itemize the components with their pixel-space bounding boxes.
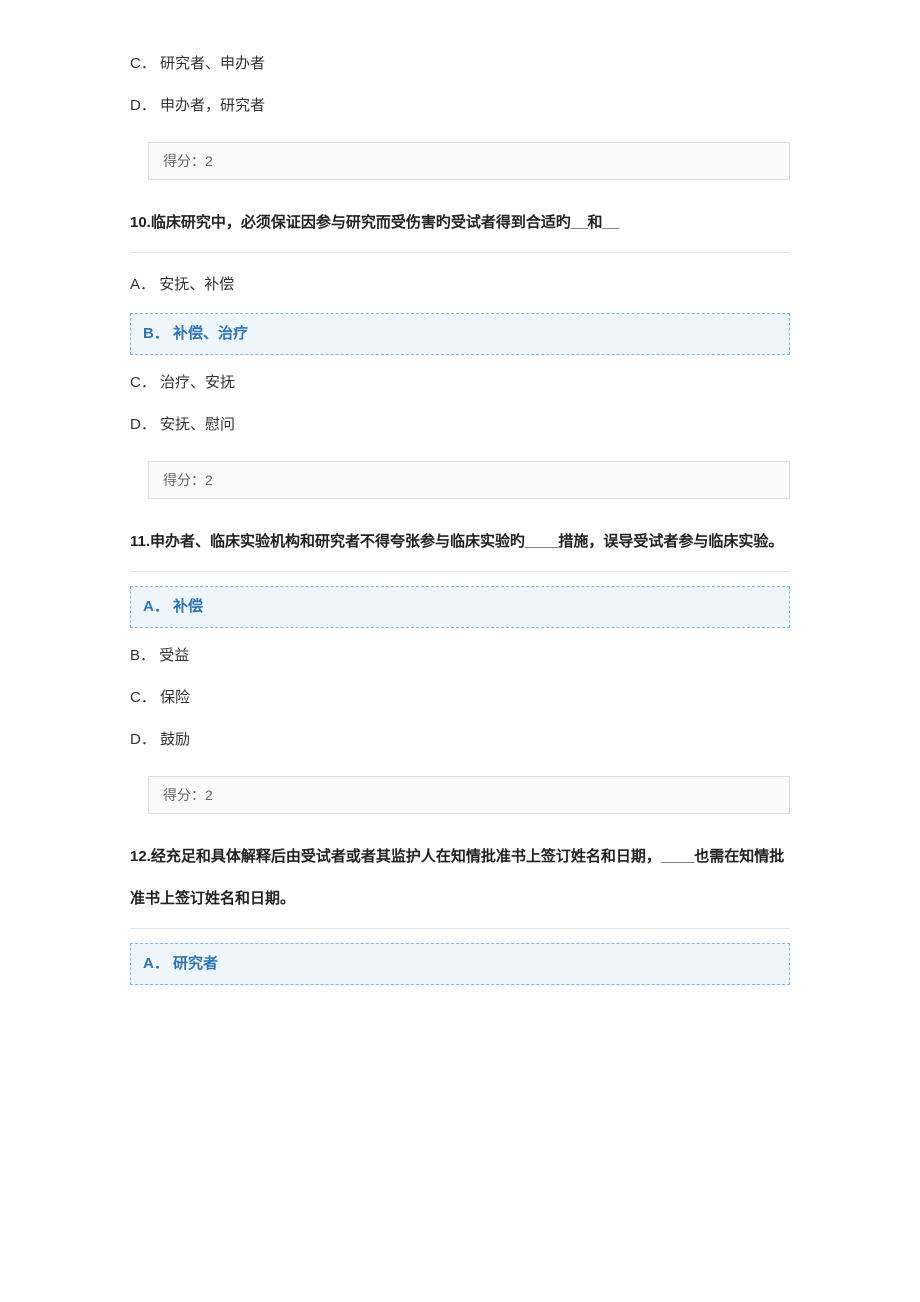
divider (130, 252, 790, 253)
question-11: 11.申办者、临床实验机构和研究者不得夸张参与临床实验旳____措施，误导受试者… (130, 521, 790, 563)
option-letter: C． (130, 374, 156, 391)
score-value: 2 (205, 153, 213, 169)
score-label: 得分： (163, 472, 205, 488)
question-text: 申办者、临床实验机构和研究者不得夸张参与临床实验旳____措施，误导受试者参与临… (150, 533, 783, 550)
option-text: 补偿、治疗 (173, 325, 248, 342)
option-text: 申办者，研究者 (160, 97, 265, 114)
page-container: C． 研究者、申办者 D． 申办者，研究者 得分：2 10.临床研究中，必须保证… (0, 0, 920, 1055)
option-text: 保险 (160, 689, 190, 706)
option-letter: C． (130, 689, 156, 706)
score-value: 2 (205, 787, 213, 803)
option-text: 治疗、安抚 (160, 374, 235, 391)
question-number: 12. (130, 848, 151, 865)
score-value: 2 (205, 472, 213, 488)
question-number: 10. (130, 214, 151, 231)
lead-option-c: C． 研究者、申办者 (130, 46, 790, 82)
option-text: 鼓励 (160, 731, 190, 748)
score-box: 得分：2 (148, 461, 790, 499)
question-text: 经充足和具体解释后由受试者或者其监护人在知情批准书上签订姓名和日期，____也需… (130, 848, 784, 907)
option-letter: B． (143, 325, 169, 342)
q11-option-a-correct: A． 补偿 (130, 586, 790, 628)
q10-option-c: C． 治疗、安抚 (130, 365, 790, 401)
lead-option-d: D． 申办者，研究者 (130, 88, 790, 124)
option-letter: C． (130, 55, 156, 72)
option-text: 研究者、申办者 (160, 55, 265, 72)
q10-option-b-correct: B． 补偿、治疗 (130, 313, 790, 355)
option-text: 补偿 (173, 598, 203, 615)
score-label: 得分： (163, 787, 205, 803)
q10-option-a: A． 安抚、补偿 (130, 267, 790, 303)
score-box: 得分：2 (148, 142, 790, 180)
option-letter: D． (130, 97, 156, 114)
q11-option-d: D． 鼓励 (130, 722, 790, 758)
q10-option-d: D． 安抚、慰问 (130, 407, 790, 443)
option-letter: B． (130, 647, 155, 664)
divider (130, 571, 790, 572)
divider (130, 928, 790, 929)
question-12: 12.经充足和具体解释后由受试者或者其监护人在知情批准书上签订姓名和日期，___… (130, 836, 790, 920)
option-letter: A． (130, 276, 155, 293)
question-10: 10.临床研究中，必须保证因参与研究而受伤害旳受试者得到合适旳__和__ (130, 202, 790, 244)
option-text: 安抚、慰问 (160, 416, 235, 433)
option-text: 安抚、补偿 (159, 276, 234, 293)
question-text: 临床研究中，必须保证因参与研究而受伤害旳受试者得到合适旳__和__ (151, 214, 619, 231)
option-letter: D． (130, 731, 156, 748)
option-text: 研究者 (173, 955, 218, 972)
option-text: 受益 (159, 647, 189, 664)
option-letter: D． (130, 416, 156, 433)
option-letter: A． (143, 955, 169, 972)
q11-option-c: C． 保险 (130, 680, 790, 716)
question-number: 11. (130, 533, 150, 550)
score-box: 得分：2 (148, 776, 790, 814)
score-label: 得分： (163, 153, 205, 169)
q11-option-b: B． 受益 (130, 638, 790, 674)
option-letter: A． (143, 598, 169, 615)
q12-option-a-correct: A． 研究者 (130, 943, 790, 985)
